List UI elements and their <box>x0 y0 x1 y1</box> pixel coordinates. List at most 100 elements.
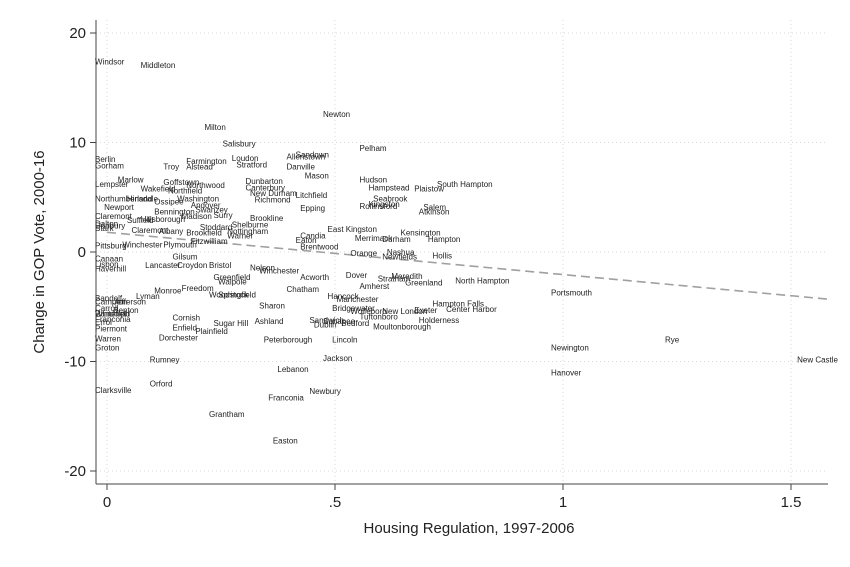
point-label: Marlow <box>118 176 144 185</box>
point-label: Jackson <box>323 354 352 363</box>
point-label: Exeter <box>414 306 437 315</box>
point-label: Walpole <box>218 278 247 287</box>
point-label: Warner <box>227 232 253 241</box>
point-label: Meredith <box>391 272 422 281</box>
point-label: North Hampton <box>455 276 509 285</box>
point-label: Woodstock <box>209 291 249 300</box>
axes: -20 -10 0 10 20 0 .5 1 1.5 <box>64 20 828 511</box>
point-label: Pelham <box>359 144 386 153</box>
point-label: Stark <box>95 224 115 233</box>
point-label: Winchester <box>122 240 162 249</box>
point-label: Wolfeboro <box>350 307 387 316</box>
point-label: Hanover <box>551 368 582 377</box>
point-label: Plymouth <box>163 240 196 249</box>
x-tick-label: 1 <box>559 494 567 511</box>
point-label: Nashua <box>387 248 415 257</box>
point-label: Lancaster <box>145 261 180 270</box>
point-label: Sugar Hill <box>214 319 249 328</box>
point-label: Manchester <box>337 295 379 304</box>
point-label: Middleton <box>141 61 176 70</box>
point-label: Fitzwilliam <box>191 237 228 246</box>
point-label: Campton <box>95 297 127 306</box>
point-label: Easton <box>273 436 298 445</box>
point-label: Hillsborough <box>141 215 185 224</box>
point-label: Mason <box>305 171 329 180</box>
point-label: Madison <box>182 212 212 221</box>
point-label: Randolph <box>95 309 129 318</box>
point-label: Lyman <box>136 292 160 301</box>
point-label: Nottingham <box>227 227 268 236</box>
point-label: Lincoln <box>332 336 357 345</box>
point-label: Swanzey <box>195 205 227 214</box>
point-label: Canaan <box>95 255 123 264</box>
point-label: Portsmouth <box>551 289 592 298</box>
point-label: Greenland <box>405 279 442 288</box>
point-label: Jefferson <box>113 297 146 306</box>
point-label: Hollis <box>432 251 452 260</box>
point-label: Warren <box>95 335 121 344</box>
point-label: Farmington <box>186 157 226 166</box>
point-label: Claremont <box>95 212 133 221</box>
point-label: Windsor <box>95 57 125 66</box>
point-label: Claremont <box>131 226 169 235</box>
point-label: Rye <box>665 336 680 345</box>
point-label: Dalton <box>95 220 118 229</box>
grid <box>96 20 828 484</box>
point-label: Loudon <box>232 154 259 163</box>
point-label: Danville <box>287 163 316 172</box>
point-label: Lisbon <box>95 260 119 269</box>
point-label: Enfield <box>173 324 197 333</box>
point-label: Greenfield <box>214 273 251 282</box>
point-label: Franconia <box>95 315 131 324</box>
point-label: Carroll <box>95 304 119 313</box>
point-label: Hancock <box>328 292 360 301</box>
point-label: Gilsum <box>173 252 198 261</box>
point-label: Troy <box>163 163 179 172</box>
point-label: Stratford <box>236 160 267 169</box>
y-tick-label: 0 <box>78 244 86 261</box>
point-label: Alstead <box>186 163 213 172</box>
point-label: Sandown <box>296 151 329 160</box>
point-label: Orford <box>150 379 173 388</box>
point-label: Northwood <box>186 181 225 190</box>
point-label: Peterborough <box>264 336 312 345</box>
point-label: Center Harbor <box>446 305 497 314</box>
point-label: Brookfield <box>186 228 222 237</box>
point-label: South Hampton <box>437 180 493 189</box>
point-label: Washington <box>177 194 219 203</box>
point-label: Candia <box>300 232 326 241</box>
point-label: Benton <box>113 306 138 315</box>
point-label: Northumberland <box>95 194 152 203</box>
point-label: Croydon <box>177 261 207 270</box>
point-label: Newfields <box>382 252 417 261</box>
point-label: Dunbarton <box>245 177 282 186</box>
point-label: Newport <box>104 203 135 212</box>
point-label: Nelson <box>250 263 275 272</box>
point-label: Dorchester <box>159 333 198 342</box>
point-label: Whitefield <box>95 309 130 318</box>
x-tick-label: 0 <box>103 494 111 511</box>
y-tick-label: -10 <box>64 354 86 371</box>
point-label: Holderness <box>419 316 459 325</box>
point-label: Berlin <box>95 155 115 164</box>
point-label: Pittsburg <box>95 241 127 250</box>
point-label: Stratham <box>378 274 411 283</box>
point-label: New Durham <box>250 189 297 198</box>
point-label: Suffield <box>127 216 154 225</box>
point-label: Eaton <box>296 236 317 245</box>
point-label: Hinsdale <box>127 194 159 203</box>
point-label: Grantham <box>209 410 245 419</box>
point-label: Northfield <box>168 187 202 196</box>
point-label: Hampstead <box>369 183 410 192</box>
point-label: Lempster <box>95 180 129 189</box>
point-label: Seabrook <box>373 194 408 203</box>
point-label: Bristol <box>209 261 231 270</box>
point-label: Groton <box>95 343 119 352</box>
point-label: Springfield <box>218 291 256 300</box>
point-label: Goffstown <box>163 178 199 187</box>
point-label: Shelburne <box>232 221 269 230</box>
points-layer: Windsor Middleton Newton Milton Salisbury Pel… <box>95 57 839 445</box>
point-label: Kensington <box>401 228 441 237</box>
point-label: Acworth <box>300 273 329 282</box>
